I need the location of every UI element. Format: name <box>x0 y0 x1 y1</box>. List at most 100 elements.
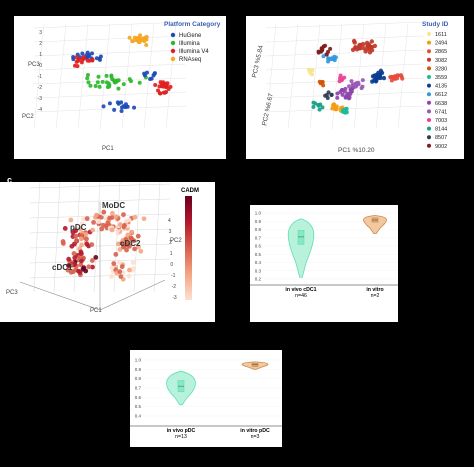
cadm1-pca-chart: PC3 PC1 PC2 4 3 2 1 0 -1 -2 -3 MoDC pDC cDC2 cDC1 CADM <box>6 182 199 314</box>
data-point-hugene <box>80 51 85 56</box>
data-point-hugene <box>119 100 124 105</box>
legend-marker <box>427 57 431 62</box>
data-point-cdc2 <box>117 247 123 252</box>
group-count: n=46 <box>295 293 307 299</box>
data-point-rnaseq <box>141 37 146 42</box>
y-axis-label: PC2 %6.67 <box>261 92 275 126</box>
y-tick-label: 1.0 <box>135 358 142 363</box>
data-point <box>316 103 321 108</box>
data-point <box>334 107 339 112</box>
legend-label: RNAseq <box>179 57 201 63</box>
legend-marker <box>170 48 176 54</box>
violin-box <box>297 230 305 245</box>
data-point-modc <box>91 219 96 225</box>
tick-label: 3 <box>169 229 172 235</box>
data-point <box>321 83 326 88</box>
y-tick-label: 0.4 <box>135 414 142 419</box>
data-point-cdc1 <box>93 254 99 260</box>
data-point-pdc <box>74 238 79 243</box>
data-point-cdc2 <box>123 237 129 242</box>
y-tick-label: 0.9 <box>135 367 142 372</box>
data-point-hugene <box>120 105 125 110</box>
violin-cdc1-panel: 1.0 0.9 0.8 0.7 0.6 0.5 0.4 0.3 0.2 in vivo cDC1 n… <box>250 205 398 322</box>
data-point <box>353 45 358 50</box>
data-point-hugene <box>112 107 117 112</box>
legend-label: 6741 <box>435 109 447 115</box>
data-point <box>349 79 354 84</box>
data-point-illumina <box>85 76 90 81</box>
data-point-pdc <box>78 236 84 242</box>
data-point <box>313 101 318 106</box>
data-point <box>343 86 348 91</box>
data-point-modc <box>96 219 102 225</box>
data-point-cdc2 <box>135 233 141 239</box>
platform-pca-chart: 3 2 1 0 -1 -2 -3 -4 PC3 PC2 PC1 Platform Category Hu… <box>22 21 221 152</box>
grid-line <box>287 23 299 130</box>
z-tick-label: -2 <box>38 85 43 91</box>
data-point-illumina <box>97 84 102 89</box>
data-point <box>325 96 330 101</box>
legend-label: HuGene <box>179 33 202 39</box>
group-count: n=13 <box>175 434 187 440</box>
data-point-illumina-v4 <box>164 83 169 88</box>
legend-marker <box>427 100 431 105</box>
data-point <box>311 104 316 109</box>
data-point-illumina-v4 <box>153 82 158 87</box>
group-label: in vivo pDC <box>167 428 196 434</box>
y-tick-label: 0.4 <box>255 260 262 265</box>
legend-label: 2865 <box>435 49 447 55</box>
data-point-modc <box>107 215 112 221</box>
data-point <box>378 75 383 81</box>
data-point-modc <box>81 216 87 222</box>
grid-line <box>265 63 425 71</box>
panel-letter-c: c <box>7 175 13 185</box>
legend-marker <box>427 135 431 140</box>
data-point-illumina-v4 <box>158 91 163 96</box>
legend-marker <box>170 40 176 46</box>
grid-line <box>33 63 187 71</box>
grid-line <box>265 35 425 43</box>
tick-label: -2 <box>172 284 177 290</box>
cluster-label: cDC1 <box>52 263 73 272</box>
data-point <box>389 78 394 83</box>
violin-box <box>251 362 259 367</box>
data-point <box>131 266 136 271</box>
data-point <box>109 265 115 271</box>
data-point-hugene <box>149 76 154 81</box>
data-point-rnaseq <box>144 43 149 48</box>
data-point-pdc <box>60 241 66 246</box>
data-point-rnaseq <box>135 36 140 41</box>
data-point-cdc2 <box>121 244 126 250</box>
data-point <box>340 88 345 93</box>
data-point-modc <box>121 212 126 218</box>
data-point-illumina-v4 <box>75 64 80 69</box>
data-point-illumina <box>104 80 109 85</box>
data-point-modc <box>118 222 123 227</box>
grid-line <box>143 23 155 130</box>
data-point <box>347 95 352 100</box>
z-axis-label: PC3 <box>28 62 40 68</box>
data-point-hugene <box>107 101 112 106</box>
legend-marker <box>427 109 431 114</box>
data-point <box>388 75 393 80</box>
data-point-cdc2 <box>128 235 134 241</box>
y-tick-label: 0.2 <box>255 277 262 282</box>
y-tick-label: 0.9 <box>255 219 262 224</box>
data-point <box>340 109 345 114</box>
data-point <box>126 273 132 279</box>
data-point <box>374 72 379 78</box>
data-point-cdc1 <box>66 263 71 269</box>
tick-label: 4 <box>168 218 171 224</box>
data-point-rnaseq <box>136 40 141 45</box>
grid-line <box>33 35 187 43</box>
y-axis-label: PC2 <box>22 114 34 120</box>
platform-pca-panel: 3 2 1 0 -1 -2 -3 -4 PC3 PC2 PC1 Platform Category Hu… <box>14 16 226 159</box>
z-axis-label: PC3 <box>6 290 18 296</box>
data-point-rnaseq <box>130 39 135 44</box>
data-point-modc <box>122 223 127 228</box>
data-point-modc <box>77 226 83 232</box>
data-point <box>347 84 352 89</box>
data-point-illumina <box>93 84 98 89</box>
data-point-modc <box>109 227 115 233</box>
